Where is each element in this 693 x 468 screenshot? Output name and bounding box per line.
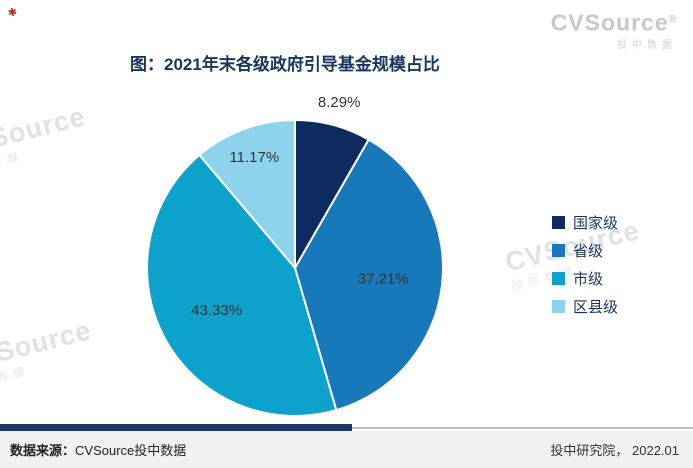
pie-label-市级: 43.33% <box>191 302 242 319</box>
pie-label-国家级: 8.29% <box>318 94 361 111</box>
pie-chart: 8.29% 37.21% 43.33% 11.17% <box>125 78 465 463</box>
pie-label-省级: 37.21% <box>358 271 409 288</box>
legend-label-municipal: 市级 <box>573 270 604 288</box>
pie-label-区县级: 11.17% <box>229 149 279 166</box>
legend-swatch-municipal <box>552 271 565 285</box>
legend-swatch-national <box>552 215 565 229</box>
pie-svg: 8.29% 37.21% 43.33% 11.17% <box>146 94 444 417</box>
brand-subtitle: 投中数据 <box>617 39 677 51</box>
legend-swatch-provincial <box>552 243 565 257</box>
faded-watermark-left: CVSource 投中数据 <box>0 101 89 179</box>
divider-line-gray <box>352 427 693 429</box>
legend-item-provincial: 省级 <box>552 236 618 264</box>
pie-slice-省级 <box>293 138 444 412</box>
institute-date-text: 投中研究院， 2022.01 <box>550 443 679 458</box>
legend-swatch-district <box>552 299 565 313</box>
legend: 国家级 省级 市级 区县级 <box>552 208 618 320</box>
brand-wordmark: CVSource® <box>550 9 677 36</box>
faded-watermark-bottom-left: CVSource 投中数据 <box>0 315 95 393</box>
divider-bar-navy <box>0 424 352 431</box>
pie-slice-市级 <box>146 153 338 417</box>
legend-item-national: 国家级 <box>552 208 618 236</box>
legend-label-provincial: 省级 <box>573 242 604 260</box>
data-source-text: 数据来源：CVSource投中数据 <box>10 443 187 458</box>
legend-label-district: 区县级 <box>573 298 619 316</box>
legend-item-municipal: 市级 <box>552 264 618 292</box>
pie-slice-区县级 <box>198 118 296 271</box>
red-asterisk-mark: ✱ <box>7 6 19 20</box>
cvsource-brand-watermark: CVSource® 投中数据 <box>551 8 677 51</box>
footer-bar: 数据来源：CVSource投中数据 投中研究院， 2022.01 <box>0 431 693 468</box>
legend-item-district: 区县级 <box>552 292 618 320</box>
legend-label-national: 国家级 <box>573 214 619 232</box>
registered-icon: ® <box>668 14 677 25</box>
chart-title: 图：2021年末各级政府引导基金规模占比 <box>130 55 440 74</box>
